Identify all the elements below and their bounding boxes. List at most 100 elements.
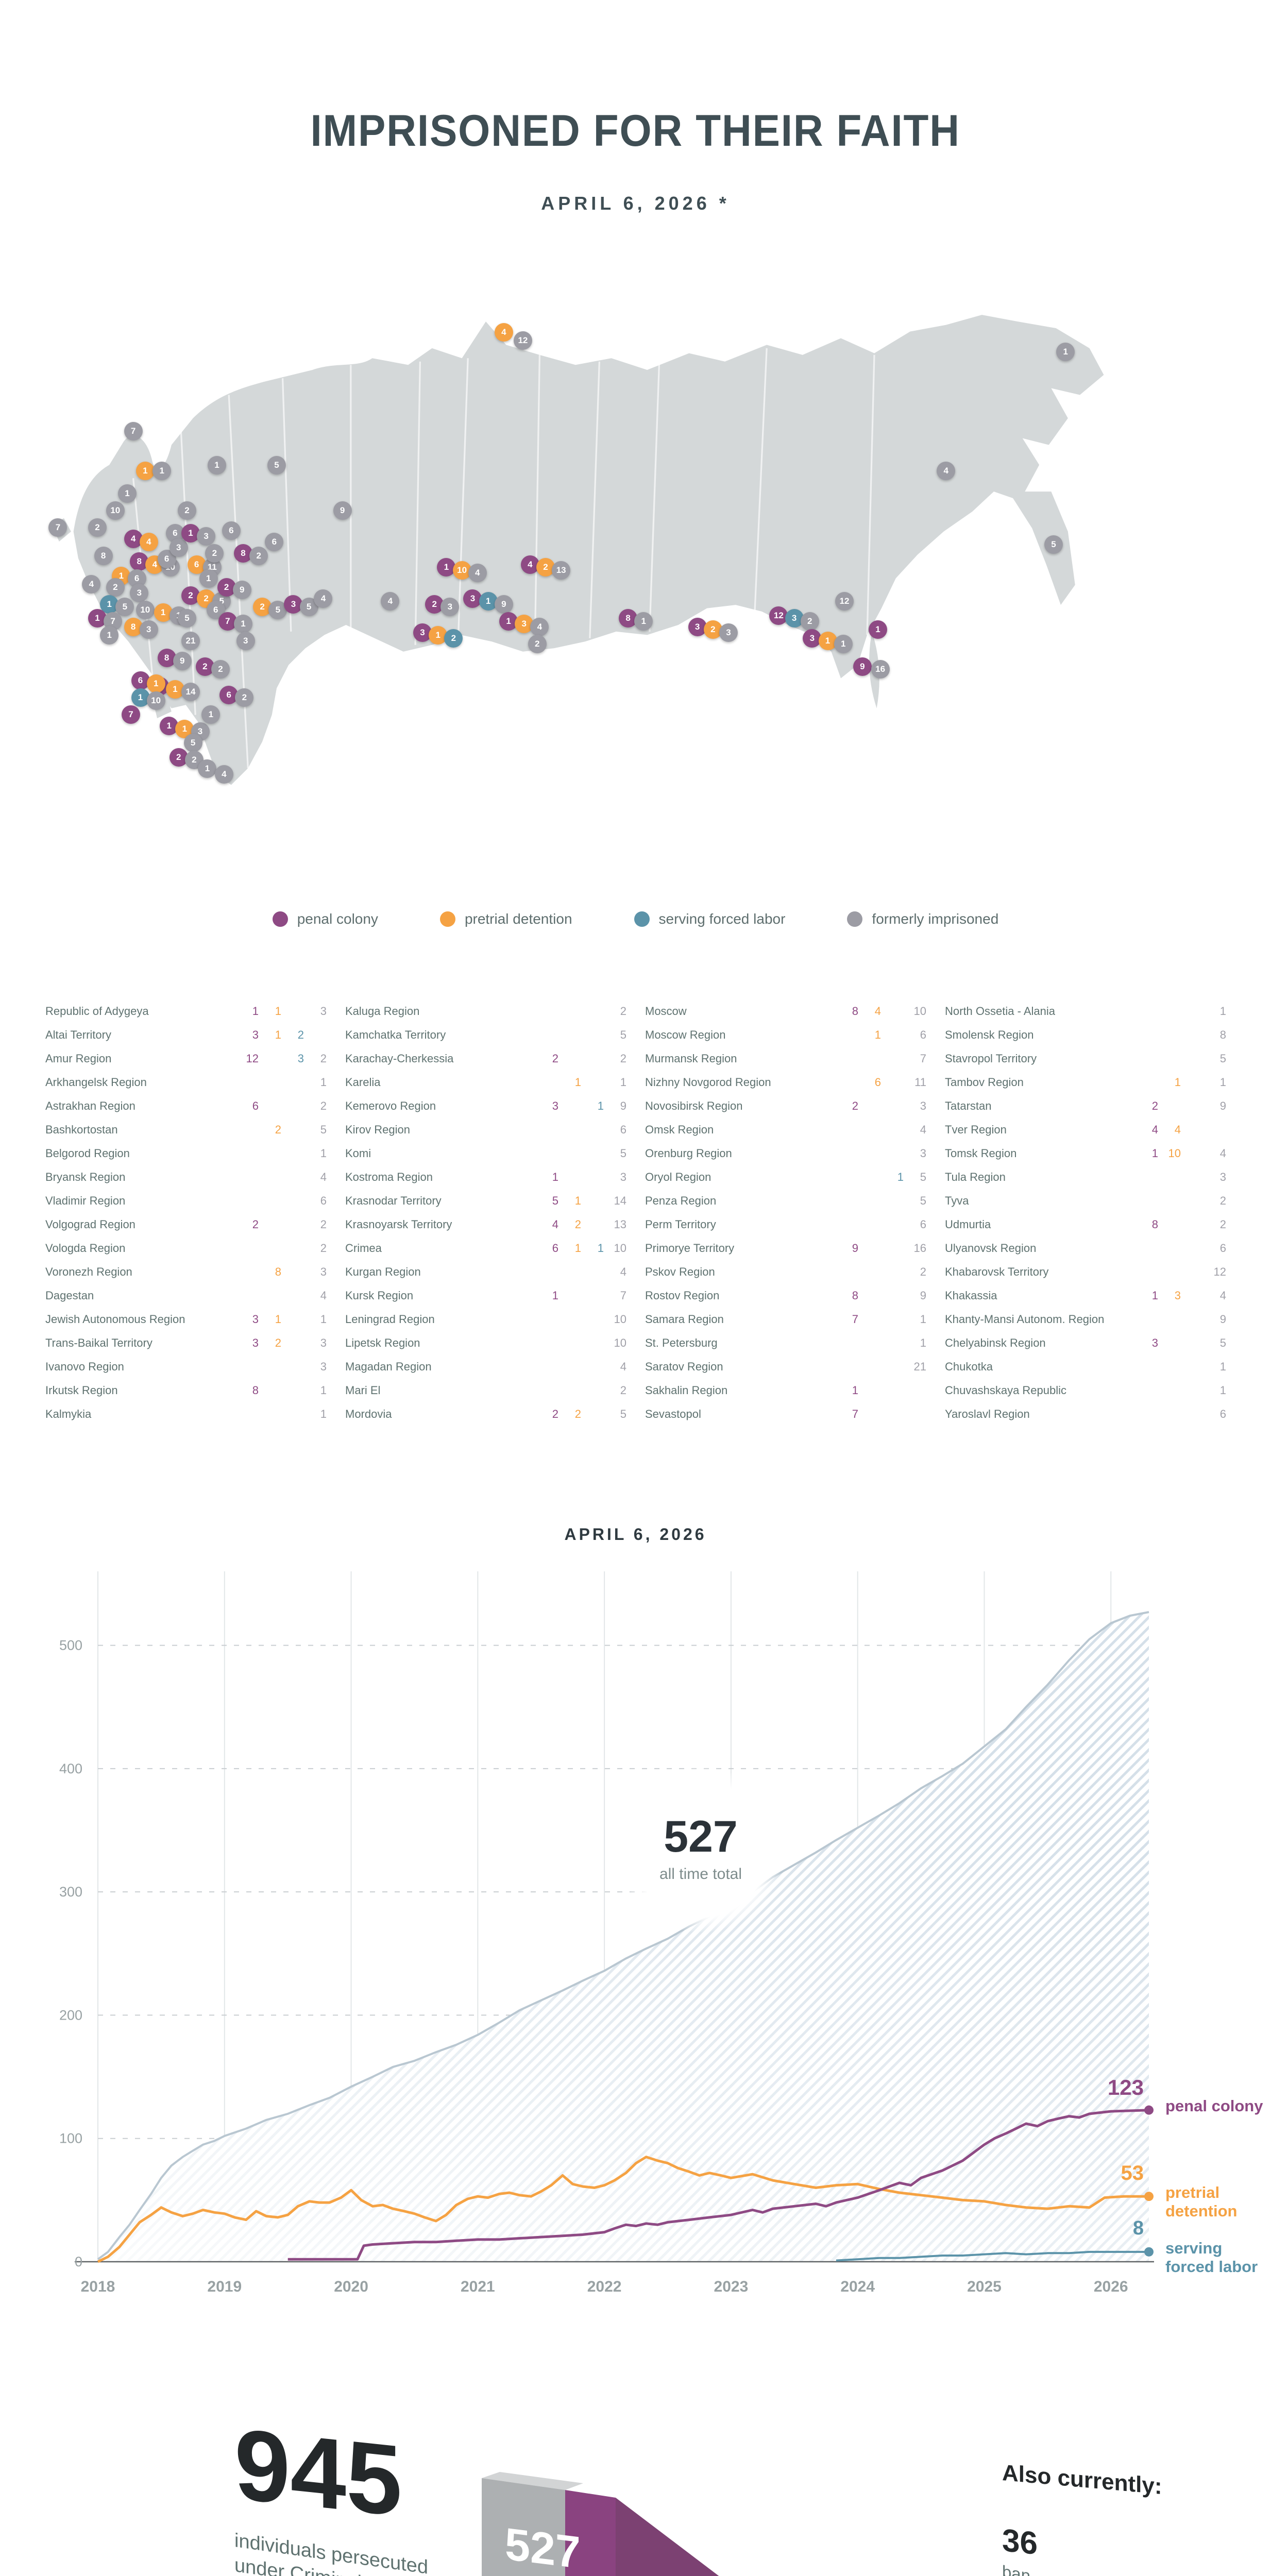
- region-name: Khabarovsk Territory: [945, 1265, 1049, 1278]
- table-row: Lipetsk Region 10: [345, 1331, 626, 1355]
- table-row: Leningrad Region 10: [345, 1308, 626, 1331]
- region-name: Altai Territory: [45, 1028, 111, 1041]
- region-count: 8: [275, 1265, 281, 1278]
- table-row: Dagestan 4: [45, 1284, 327, 1308]
- region-count: 12: [1213, 1265, 1226, 1278]
- svg-text:100: 100: [59, 2131, 82, 2146]
- map-marker: 5: [183, 734, 202, 752]
- region-count: 1: [252, 1005, 259, 1018]
- table-row: Orenburg Region 3: [645, 1142, 926, 1165]
- map-marker: 5: [268, 600, 287, 619]
- map-marker: 2: [444, 629, 463, 648]
- region-count: 3: [620, 1171, 626, 1183]
- table-row: Tver Region 4 4: [945, 1118, 1226, 1142]
- region-name: Jewish Autonomous Region: [45, 1313, 185, 1326]
- regions-column: Republic of Adygeya 1 1 3 Altai Territory 3 1 2…: [45, 999, 327, 1426]
- map-marker: 1: [100, 595, 119, 614]
- region-count: 1: [1151, 1289, 1158, 1302]
- table-row: Tomsk Region 1 10 4: [945, 1142, 1226, 1165]
- map-marker: 7: [124, 422, 143, 440]
- region-name: Crimea: [345, 1242, 382, 1255]
- map-marker: 12: [769, 606, 788, 625]
- region-count: 2: [320, 1218, 327, 1231]
- map-marker: 6: [219, 685, 239, 704]
- table-row: Karachay-Cherkessia 2 2: [345, 1047, 626, 1071]
- map-marker: 1: [198, 759, 217, 778]
- region-count: 4: [320, 1171, 327, 1183]
- svg-text:500: 500: [59, 1638, 82, 1653]
- map-marker: 1: [429, 626, 448, 645]
- region-count: 2: [920, 1265, 926, 1278]
- table-row: Udmurtia 8 2: [945, 1213, 1226, 1236]
- region-name: Bashkortostan: [45, 1123, 118, 1136]
- region-count: 5: [620, 1028, 626, 1041]
- table-row: Volgograd Region 2 2: [45, 1213, 327, 1236]
- table-row: Bryansk Region 4: [45, 1165, 327, 1189]
- map-marker: 1: [131, 688, 150, 707]
- region-count: 6: [552, 1242, 558, 1255]
- region-count: 4: [1219, 1147, 1226, 1160]
- region-count: 2: [320, 1099, 327, 1112]
- table-row: Moscow 8 4 10: [645, 999, 926, 1023]
- region-name: Tver Region: [945, 1123, 1007, 1136]
- region-count: 1: [1219, 1005, 1226, 1018]
- map-marker: 1: [152, 462, 172, 480]
- table-row: Crimea 6 1 1 10: [345, 1236, 626, 1260]
- region-count: 2: [297, 1028, 304, 1041]
- region-name: Tula Region: [945, 1171, 1006, 1183]
- table-row: Rostov Region 8 9: [645, 1284, 926, 1308]
- region-name: Republic of Adygeya: [45, 1005, 149, 1018]
- region-count: 2: [620, 1052, 626, 1065]
- table-row: Oryol Region 1 5: [645, 1165, 926, 1189]
- map-marker: 14: [181, 683, 200, 701]
- table-row: Murmansk Region 7: [645, 1047, 926, 1071]
- region-count: 10: [1168, 1147, 1181, 1160]
- table-row: Bashkortostan 2 5: [45, 1118, 327, 1142]
- region-count: 7: [852, 1408, 858, 1420]
- region-count: 1: [1174, 1076, 1181, 1089]
- region-count: 12: [246, 1052, 259, 1065]
- region-count: 21: [913, 1360, 926, 1373]
- region-count: 2: [552, 1052, 558, 1065]
- map-marker: 10: [135, 600, 155, 619]
- region-count: 1: [1151, 1147, 1158, 1160]
- penal-colony-end-value: 123: [1107, 2075, 1144, 2099]
- region-count: 9: [620, 1099, 626, 1112]
- region-name: Saratov Region: [645, 1360, 723, 1373]
- region-count: 11: [914, 1076, 926, 1089]
- map-marker: 1: [634, 612, 653, 631]
- chart-canvas: 0 100 200 300 400 500 2018 2019 2020 2021 2022 2023…: [59, 1571, 1154, 2295]
- region-count: 3: [1174, 1289, 1181, 1302]
- table-row: Krasnodar Territory 5 1 14: [345, 1189, 626, 1213]
- map-marker: 13: [552, 561, 571, 580]
- svg-text:2023: 2023: [714, 2278, 749, 2295]
- svg-text:200: 200: [59, 2007, 82, 2023]
- region-name: Oryol Region: [645, 1171, 711, 1183]
- region-name: Smolensk Region: [945, 1028, 1034, 1041]
- region-count: 2: [574, 1218, 581, 1231]
- region-name: Karelia: [345, 1076, 381, 1089]
- region-name: Irkutsk Region: [45, 1384, 118, 1397]
- map-marker: 1: [437, 558, 456, 577]
- region-name: Kursk Region: [345, 1289, 414, 1302]
- region-count: 3: [1219, 1171, 1226, 1183]
- table-row: Magadan Region 4: [345, 1355, 626, 1379]
- table-row: Kalmykia 1: [45, 1402, 327, 1426]
- table-row: Pskov Region 2: [645, 1260, 926, 1284]
- table-row: Saratov Region 21: [645, 1355, 926, 1379]
- table-row: Samara Region 7 1: [645, 1308, 926, 1331]
- region-count: 4: [552, 1218, 558, 1231]
- map-marker: 5: [267, 456, 286, 474]
- region-count: 8: [1219, 1028, 1226, 1041]
- map-marker: 7: [121, 705, 140, 724]
- region-count: 6: [920, 1218, 926, 1231]
- timeline-chart: APRIL 6, 2026 0 100 200 300 400 500 2018 2019 20…: [0, 1510, 1271, 2324]
- region-name: Amur Region: [45, 1052, 112, 1065]
- map-marker: 8: [124, 617, 143, 636]
- map-marker: 3: [169, 538, 188, 557]
- map-marker: 10: [146, 691, 165, 710]
- map-marker: 1: [146, 674, 165, 693]
- region-count: 3: [320, 1265, 327, 1278]
- map-marker: 3: [236, 632, 255, 650]
- region-count: 10: [614, 1242, 626, 1255]
